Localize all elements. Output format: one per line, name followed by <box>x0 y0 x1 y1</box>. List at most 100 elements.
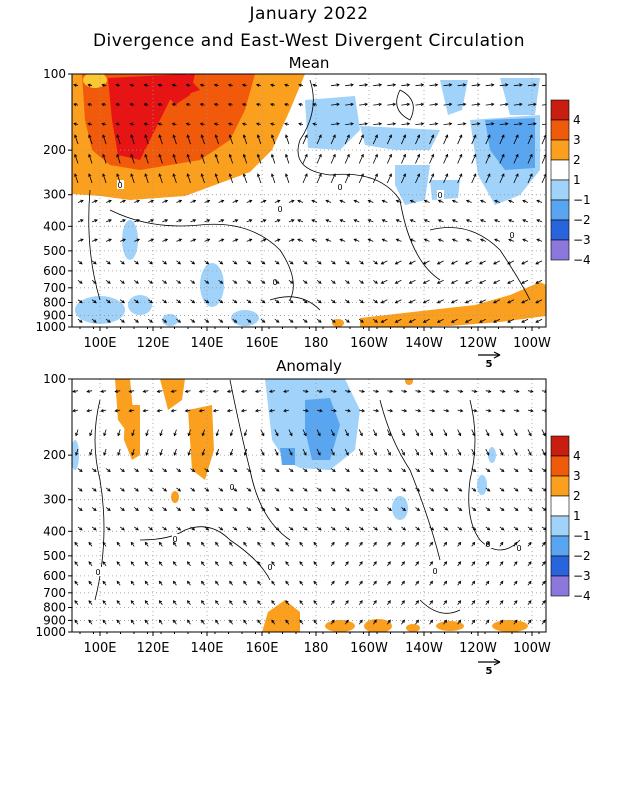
vector-head <box>75 452 79 456</box>
vector-head <box>423 199 428 203</box>
reference-vector-label: 5 <box>486 359 493 370</box>
vector <box>358 134 364 145</box>
vector-head <box>431 409 436 413</box>
vector-head <box>213 122 218 126</box>
vector-head <box>159 452 163 456</box>
colorbar-label: 1 <box>573 173 581 187</box>
vector <box>359 103 368 106</box>
vector-head <box>387 452 391 456</box>
vector-head <box>528 452 532 456</box>
vector <box>297 238 304 242</box>
vector-head <box>261 488 266 492</box>
mean-reference-vector: 5 <box>478 351 501 370</box>
vector-head <box>448 83 453 87</box>
vector-head <box>256 134 261 138</box>
vector-head <box>74 173 78 177</box>
vector <box>513 154 519 164</box>
vector-head <box>514 561 518 565</box>
vector-head <box>243 600 247 604</box>
vector-head <box>144 134 148 138</box>
vector <box>443 409 449 412</box>
vector <box>129 409 135 412</box>
vector-head <box>429 580 434 585</box>
vector-head <box>108 219 112 223</box>
vector-head <box>367 199 372 203</box>
vector-head <box>144 600 149 604</box>
contour-label-bg <box>267 562 274 571</box>
vector-head <box>156 409 161 413</box>
anomaly-div-pos2 <box>405 379 413 385</box>
vector <box>344 134 350 145</box>
y-tick-label: 800 <box>43 295 66 309</box>
vector-head <box>248 238 253 242</box>
vector-head <box>289 452 293 456</box>
vector-head <box>443 541 448 546</box>
vector-head <box>303 452 307 456</box>
vector <box>499 84 508 87</box>
x-tick-label: 120W <box>459 641 497 656</box>
vector <box>493 299 500 304</box>
vector-head <box>420 102 425 107</box>
vector-head <box>444 432 448 437</box>
vector-head <box>149 300 153 304</box>
vector <box>443 84 452 87</box>
vector <box>513 173 519 184</box>
vector <box>202 448 205 456</box>
vector-head <box>212 389 217 393</box>
vector-head <box>114 389 118 393</box>
vector <box>302 448 307 456</box>
colorbar-swatch <box>550 179 570 201</box>
vector-head <box>256 153 261 158</box>
vector-head <box>350 83 354 87</box>
vector <box>541 104 546 106</box>
contour-line <box>94 399 105 601</box>
vector-head <box>332 488 336 492</box>
vector-head <box>80 238 84 242</box>
vector <box>387 103 396 106</box>
vector-head <box>448 102 453 107</box>
vector-head <box>373 600 377 604</box>
vector-head <box>333 409 337 413</box>
vector <box>451 318 458 323</box>
anomaly-div-pos2 <box>364 619 392 632</box>
vector <box>213 409 219 412</box>
vector <box>271 134 276 145</box>
vector-head <box>255 122 260 126</box>
vector-head <box>130 541 134 546</box>
vector-head <box>283 409 287 413</box>
vector-head <box>149 468 153 473</box>
vector-head <box>87 122 91 126</box>
vector-head <box>542 541 546 546</box>
y-tick-label: 100 <box>43 372 66 386</box>
vector <box>522 238 529 242</box>
vector-head <box>450 319 455 323</box>
vector-head <box>515 468 519 473</box>
vector-head <box>172 134 176 138</box>
vector-head <box>285 580 289 585</box>
vector <box>232 238 238 242</box>
vector-head <box>284 83 288 87</box>
vector-head <box>257 541 261 546</box>
vector-head <box>229 580 233 585</box>
vector-head <box>129 122 134 126</box>
vector-head <box>186 153 190 158</box>
vector-head <box>270 153 275 158</box>
y-tick-label: 600 <box>43 264 66 278</box>
vector <box>331 84 340 87</box>
vector <box>429 103 438 106</box>
vector-head <box>142 389 147 393</box>
anomaly-div-pos2 <box>171 491 179 503</box>
vector <box>162 219 168 223</box>
vector-head <box>443 580 448 585</box>
vector-head <box>226 409 231 413</box>
vector-head <box>533 102 537 107</box>
vector <box>381 260 388 265</box>
colorbar-label: 3 <box>573 469 581 483</box>
vector-head <box>121 488 125 492</box>
vector-head <box>437 219 442 223</box>
vector <box>344 429 349 436</box>
vector-head <box>457 600 462 604</box>
vector-head <box>261 507 266 511</box>
vector-head <box>290 319 294 323</box>
vector-head <box>473 134 477 138</box>
